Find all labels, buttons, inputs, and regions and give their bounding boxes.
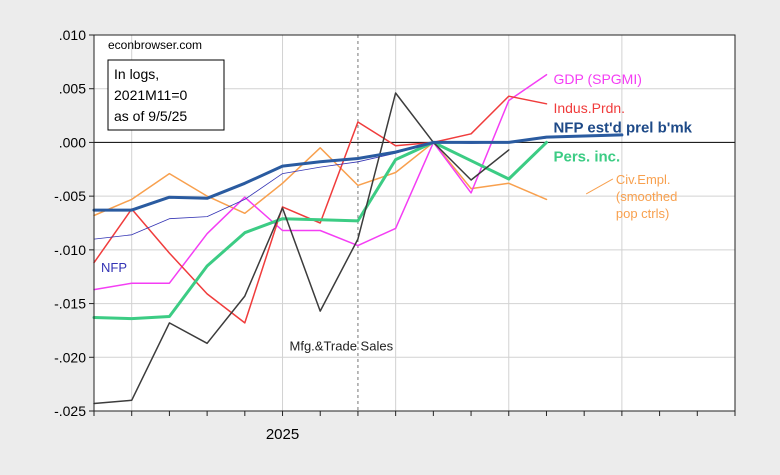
series-label: Pers. inc. xyxy=(553,148,620,165)
series-line-indus-prdn xyxy=(93,95,548,324)
y-tick-label: .000 xyxy=(59,134,86,150)
series-line-mfg-trade-sales xyxy=(93,92,510,405)
series-label: pop ctrls) xyxy=(616,206,669,221)
series-label: NFP est'd prel b'mk xyxy=(553,119,692,136)
info-box-line: In logs, xyxy=(114,66,159,82)
y-tick-label: -.020 xyxy=(54,349,86,365)
info-box-line: as of 9/5/25 xyxy=(114,108,187,124)
y-tick-label: -.005 xyxy=(54,188,86,204)
source-label: econbrowser.com xyxy=(108,38,202,52)
series-label: Mfg.&Trade Sales xyxy=(290,338,394,353)
y-tick-label: .010 xyxy=(59,27,86,43)
y-tick-label: -.015 xyxy=(54,296,86,312)
series-label: NFP xyxy=(101,260,127,275)
annotations: econbrowser.com In logs, 2021M11=0 as of… xyxy=(101,38,693,353)
info-box-line: 2021M11=0 xyxy=(114,87,188,103)
series-label: Civ.Empl. xyxy=(616,172,671,187)
series-line-civ-empl xyxy=(93,141,548,217)
info-box xyxy=(107,59,225,131)
series-label: GDP (SPGMI) xyxy=(553,71,641,87)
series-label: (smoothed xyxy=(616,189,677,204)
series-lines xyxy=(92,73,624,405)
series-line-gdp-spgmi xyxy=(93,73,548,291)
axes: .010 .005 .000 -.005 -.010 -.015 -.020 -.025 202… xyxy=(54,27,736,443)
y-tick-label: .005 xyxy=(59,81,86,97)
label-connector xyxy=(585,178,614,195)
x-tick-label: 2025 xyxy=(266,426,299,443)
series-line-nfp-est-d-prel-b-mk xyxy=(92,133,624,212)
series-line-pers-inc xyxy=(92,140,548,321)
y-tick-label: -.010 xyxy=(54,242,86,258)
series-label: Indus.Prdn. xyxy=(553,100,625,116)
y-tick-label: -.025 xyxy=(54,403,86,419)
plot-frame xyxy=(93,34,736,412)
reference-lines xyxy=(94,35,735,411)
